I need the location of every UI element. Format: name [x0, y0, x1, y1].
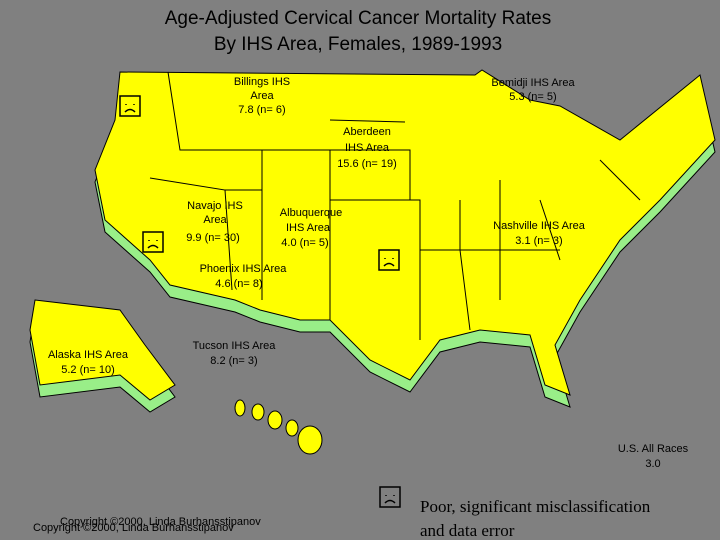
us-map	[94, 69, 716, 408]
title-line: Age-Adjusted Cervical Cancer Mortality R…	[165, 8, 552, 29]
area-rate: 7.8 (n= 6)	[238, 104, 285, 116]
area-labels: Billings IHS Area 7.8 (n= 6) Bemidji IHS…	[48, 76, 586, 376]
area-rate: 15.6 (n= 19)	[337, 158, 397, 170]
us-all-races-label: U.S. All Races	[618, 443, 689, 455]
area-name: Area	[203, 214, 227, 226]
copyright: Copyright ©2000, Linda Burhansstipanov	[60, 516, 261, 528]
hawaii	[234, 399, 323, 455]
us-all-races-rate: 3.0	[645, 458, 660, 470]
area-name: Navajo IHS	[187, 200, 243, 212]
area-rate: 3.1 (n= 3)	[515, 235, 562, 247]
legend-text: Poor, significant misclassification	[420, 497, 651, 516]
area-rate: 4.0 (n= 5)	[281, 237, 328, 249]
area-rate: 5.3 (n= 5)	[509, 91, 556, 103]
area-name: Phoenix IHS Area	[200, 263, 288, 275]
area-name: Alaska IHS Area	[48, 349, 129, 361]
area-name: Albuquerque	[280, 207, 342, 219]
copyright: Copyright ©2000, Linda Burhansstipanov	[33, 522, 234, 534]
frown-icons	[119, 95, 401, 508]
area-rate: 9.9 (n= 30)	[186, 232, 240, 244]
legend-text: and data error	[420, 521, 515, 540]
area-name: IHS Area	[345, 142, 390, 154]
title-line: By IHS Area, Females, 1989-1993	[214, 34, 502, 55]
area-name: Billings IHS	[234, 76, 290, 88]
area-name: Aberdeen	[343, 126, 391, 138]
area-name: Nashville IHS Area	[493, 220, 586, 232]
area-name: Area	[250, 90, 274, 102]
area-rate: 5.2 (n= 10)	[61, 364, 115, 376]
area-rate: 4.6 (n= 8)	[215, 278, 262, 290]
alaska	[29, 299, 176, 413]
area-name: Tucson IHS Area	[193, 340, 277, 352]
area-name: IHS Area	[286, 222, 331, 234]
area-name: Bemidji IHS Area	[491, 77, 575, 89]
area-rate: 8.2 (n= 3)	[210, 355, 257, 367]
